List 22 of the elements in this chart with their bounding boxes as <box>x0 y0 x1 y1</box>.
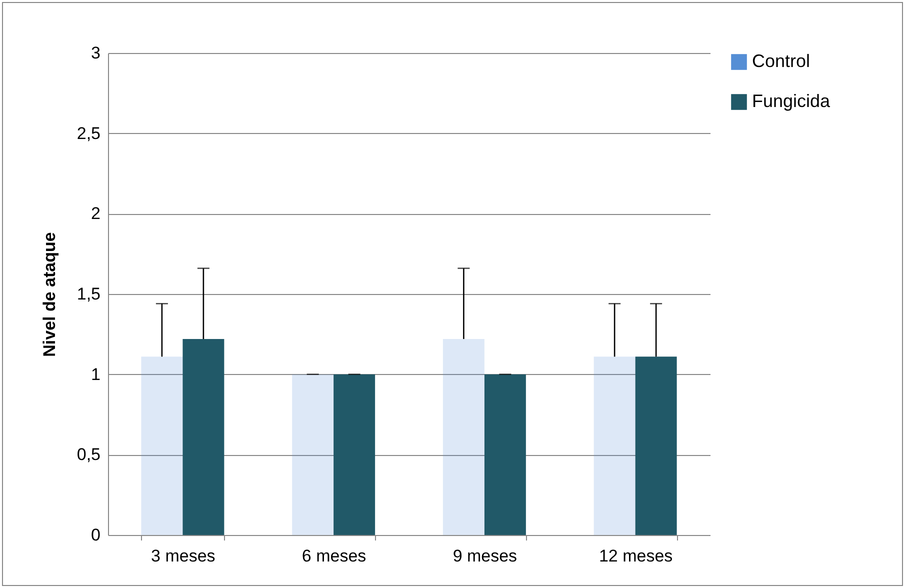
bar <box>442 338 484 535</box>
y-tick-label: 2 <box>91 204 100 224</box>
y-tick-label: 3 <box>91 44 100 62</box>
y-tick-label: 1 <box>91 364 100 384</box>
y-axis-title: Nivel de ataque <box>40 232 59 357</box>
legend-label: Control <box>752 51 810 71</box>
y-tick-label: 1,5 <box>76 284 100 304</box>
y-tick-label: 2,5 <box>76 124 100 143</box>
x-tick-label: 12 meses <box>598 546 673 566</box>
x-tick-label: 3 meses <box>151 546 216 566</box>
x-tick-label: 9 meses <box>452 546 518 566</box>
bar <box>635 356 677 535</box>
bar <box>334 374 376 535</box>
legend-label: Fungicida <box>752 91 832 111</box>
bar <box>182 338 224 535</box>
bar <box>292 374 334 535</box>
bar <box>141 356 183 535</box>
x-tick-label: 6 meses <box>302 546 366 566</box>
bar <box>484 374 526 535</box>
y-tick-label: 0 <box>91 526 100 544</box>
bar <box>594 356 636 535</box>
y-tick-label: 0,5 <box>76 445 100 464</box>
